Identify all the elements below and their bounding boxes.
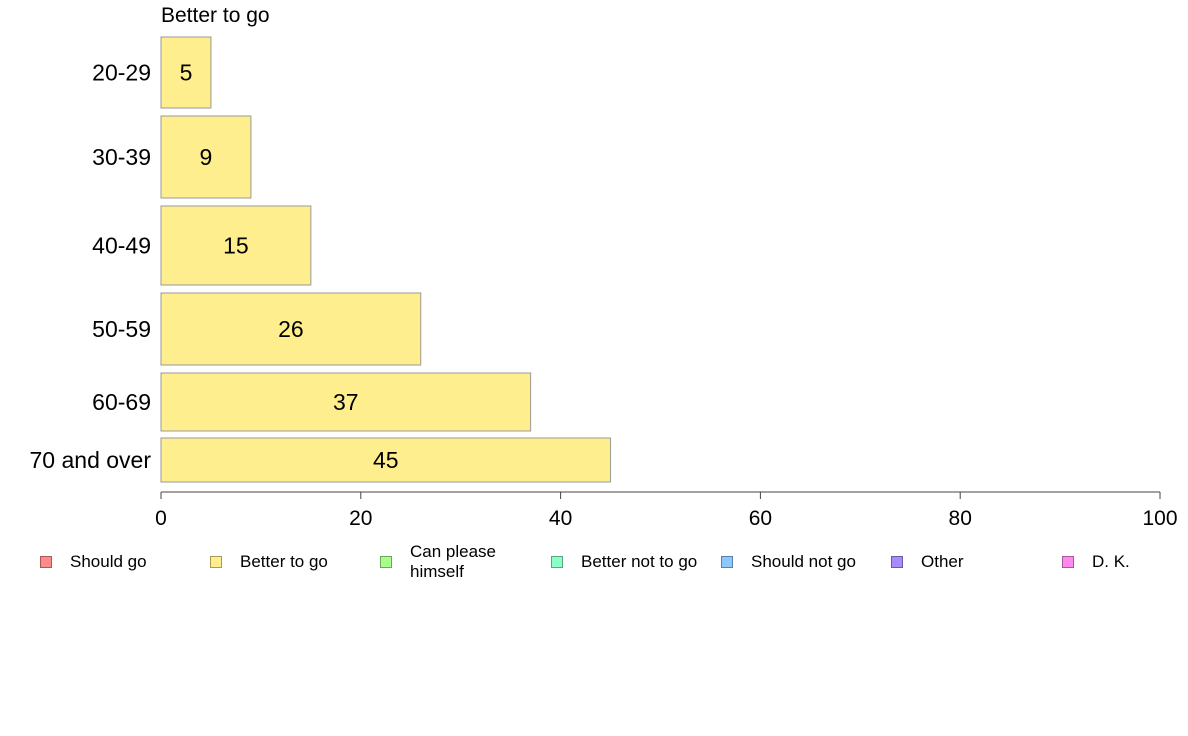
bar-chart: 5 9 15 26 37 45 20-29 30-39 40-49 50-59 60-69 70 a… <box>30 36 1178 530</box>
bar-value-label: 37 <box>333 389 359 415</box>
legend-label: Can please himself <box>410 542 497 581</box>
category-label: 30-39 <box>92 144 151 170</box>
legend-swatch <box>721 556 733 568</box>
x-tick-label: 40 <box>549 507 572 530</box>
bar-30-39 <box>160 115 252 199</box>
category-label: 20-29 <box>92 60 151 86</box>
x-tick-label: 0 <box>155 507 167 530</box>
chart-title: Better to go <box>161 4 270 27</box>
legend-label: D. K. <box>1092 552 1130 571</box>
x-tick-label: 80 <box>949 507 972 530</box>
x-tick-label: 60 <box>749 507 772 530</box>
legend-swatch <box>1062 556 1074 568</box>
legend-label: Should not go <box>751 552 856 571</box>
legend-swatch <box>210 556 222 568</box>
legend-label: Better not to go <box>581 552 698 571</box>
legend-label: Better to go <box>240 552 328 571</box>
bar-60-69 <box>160 372 532 432</box>
category-label: 70 and over <box>30 447 152 473</box>
category-label: 40-49 <box>92 233 151 259</box>
legend-swatch <box>551 556 563 568</box>
bar-50-59 <box>160 292 422 366</box>
x-tick-label: 20 <box>349 507 372 530</box>
legend-swatch <box>380 556 392 568</box>
x-tick-label: 100 <box>1142 507 1177 530</box>
bar-value-label: 5 <box>180 60 193 86</box>
chart-legend: Should go Better to go Can please himself B… <box>0 540 1188 590</box>
bar-70-and-over <box>160 437 612 483</box>
legend-label: Should go <box>70 552 147 571</box>
category-label: 50-59 <box>92 316 151 342</box>
bar-20-29 <box>160 36 212 109</box>
bar-value-label: 26 <box>278 316 304 342</box>
legend-swatch <box>891 556 903 568</box>
category-label: 60-69 <box>92 389 151 415</box>
bar-value-label: 45 <box>373 447 399 473</box>
bar-value-label: 15 <box>223 233 249 259</box>
legend-label: Other <box>921 552 964 571</box>
bar-40-49 <box>160 205 312 286</box>
bar-value-label: 9 <box>200 144 213 170</box>
legend-swatch <box>40 556 52 568</box>
